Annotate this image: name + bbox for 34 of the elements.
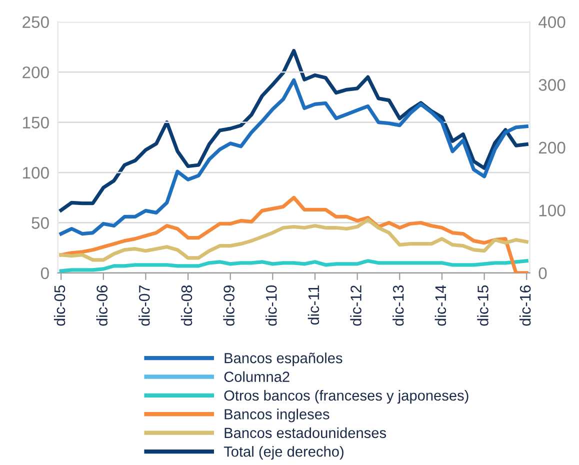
x-tick-label: dic-14 [434, 285, 446, 326]
x-tick-label: dic-10 [266, 285, 277, 326]
legend-label: Otros bancos (franceses y japoneses) [224, 390, 468, 404]
legend-label: Total (eje derecho) [224, 446, 344, 460]
x-tick-label: dic-06 [96, 285, 108, 326]
y-tick-label: 50 [32, 217, 49, 229]
x-tick-label: dic-16 [519, 285, 531, 326]
y2-tick-label: 400 [538, 16, 566, 28]
y2-tick-label: 0 [538, 267, 547, 280]
line-series [59, 259, 528, 273]
x-tick-label: dic-08 [180, 285, 192, 326]
x-tick-label: dic-12 [350, 286, 362, 326]
line-series [59, 48, 528, 212]
y-tick-label: 250 [22, 16, 49, 28]
x-tick-label: dic-05 [54, 285, 66, 326]
y-tick-label: 0 [40, 267, 49, 280]
y2-tick-label: 200 [538, 142, 566, 154]
line-series [59, 196, 528, 273]
x-tick-label: dic-15 [477, 285, 488, 326]
y-tick-label: 100 [23, 166, 49, 179]
y-tick-label: 200 [22, 66, 49, 78]
y-tick-label: 150 [23, 116, 49, 128]
line-series [59, 78, 528, 236]
legend-label: Bancos ingleses [224, 408, 330, 422]
line-series [59, 218, 528, 262]
y2-tick-label: 300 [538, 79, 566, 91]
legend-label: Bancos españoles [224, 352, 342, 366]
legend-label: Columna2 [224, 371, 290, 382]
x-tick-label: dic-07 [138, 286, 150, 326]
x-tick-label: dic-11 [308, 286, 320, 325]
x-tick-label: dic-13 [392, 285, 404, 326]
x-tick-label: dic-09 [223, 285, 234, 326]
legend-label: Bancos estadounidenses [224, 427, 386, 438]
y2-tick-label: 100 [539, 204, 566, 216]
